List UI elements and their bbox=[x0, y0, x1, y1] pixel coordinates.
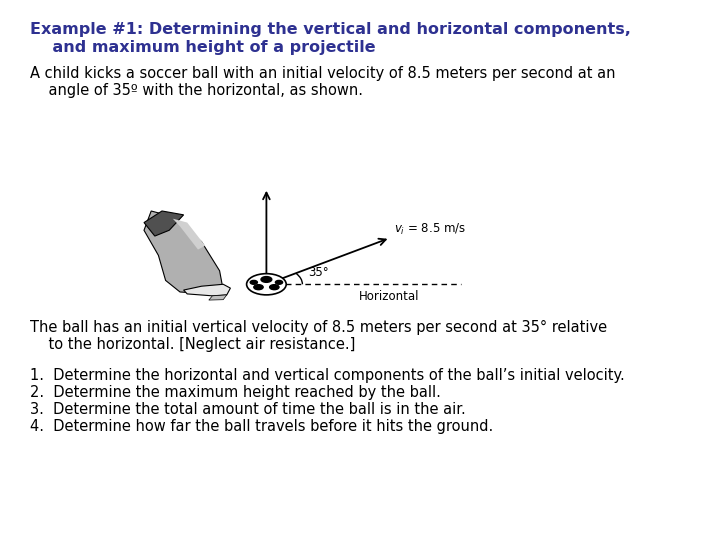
Text: Example #1: Determining the vertical and horizontal components,: Example #1: Determining the vertical and… bbox=[30, 22, 631, 37]
Text: angle of 35º with the horizontal, as shown.: angle of 35º with the horizontal, as sho… bbox=[30, 83, 363, 98]
Text: $v_i$ = 8.5 m/s: $v_i$ = 8.5 m/s bbox=[394, 222, 466, 237]
Circle shape bbox=[275, 280, 283, 284]
Polygon shape bbox=[184, 284, 230, 296]
Polygon shape bbox=[144, 211, 223, 294]
Text: 2.  Determine the maximum height reached by the ball.: 2. Determine the maximum height reached … bbox=[30, 385, 441, 400]
Polygon shape bbox=[144, 211, 184, 236]
Polygon shape bbox=[173, 219, 205, 249]
Text: 4.  Determine how far the ball travels before it hits the ground.: 4. Determine how far the ball travels be… bbox=[30, 419, 493, 434]
Circle shape bbox=[251, 280, 258, 284]
Polygon shape bbox=[209, 295, 227, 300]
Text: Horizontal: Horizontal bbox=[359, 290, 419, 303]
Text: A child kicks a soccer ball with an initial velocity of 8.5 meters per second at: A child kicks a soccer ball with an init… bbox=[30, 66, 616, 81]
Circle shape bbox=[269, 285, 279, 289]
Text: to the horizontal. [Neglect air resistance.]: to the horizontal. [Neglect air resistan… bbox=[30, 337, 356, 352]
Circle shape bbox=[254, 285, 264, 289]
Text: 1.  Determine the horizontal and vertical components of the ball’s initial veloc: 1. Determine the horizontal and vertical… bbox=[30, 368, 625, 383]
Text: and maximum height of a projectile: and maximum height of a projectile bbox=[30, 40, 376, 55]
Circle shape bbox=[246, 274, 287, 295]
Circle shape bbox=[261, 276, 271, 282]
Text: The ball has an initial vertical velocity of 8.5 meters per second at 35° relati: The ball has an initial vertical velocit… bbox=[30, 320, 607, 335]
Text: 35°: 35° bbox=[307, 266, 328, 280]
Text: 3.  Determine the total amount of time the ball is in the air.: 3. Determine the total amount of time th… bbox=[30, 402, 466, 417]
